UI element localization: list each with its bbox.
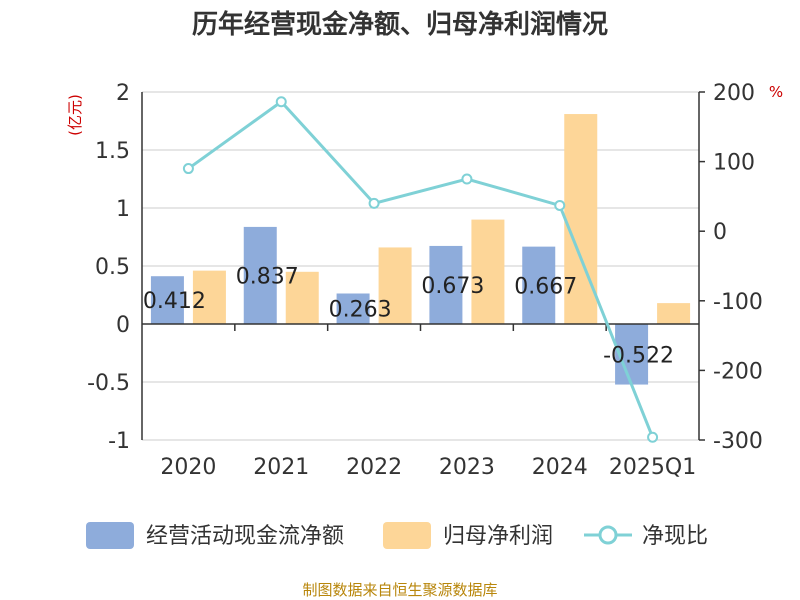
legend: 经营活动现金流净额 归母净利润 净现比 bbox=[86, 522, 708, 549]
data-source: 制图数据来自恒生聚源数据库 bbox=[302, 581, 497, 599]
category-label: 2022 bbox=[346, 455, 402, 480]
data-labels: 0.412 0.837 0.263 0.673 0.667 -0.522 bbox=[143, 264, 674, 368]
category-label: 2025Q1 bbox=[609, 455, 696, 480]
bar-profit bbox=[471, 219, 505, 324]
bar-profit bbox=[378, 247, 412, 324]
category-label: 2024 bbox=[532, 455, 588, 480]
ratio-point bbox=[647, 431, 659, 443]
right-tick-label: -100 bbox=[713, 290, 763, 315]
bar-profit bbox=[192, 270, 226, 324]
left-tick-label: 0 bbox=[116, 313, 130, 338]
right-tick-label: 200 bbox=[713, 81, 755, 106]
left-tick-label: 2 bbox=[116, 81, 130, 106]
ratio-point bbox=[461, 173, 473, 185]
bar-cashflow bbox=[522, 246, 556, 324]
legend-swatch-cashflow bbox=[86, 522, 134, 549]
gridlines bbox=[142, 91, 699, 441]
right-tick-label: -300 bbox=[713, 429, 763, 454]
category-labels: 2020 2021 2022 2023 2024 2025Q1 bbox=[160, 455, 696, 480]
ratio-point bbox=[554, 199, 566, 211]
right-axis-ticks: 200 100 0 -100 -200 -300 bbox=[699, 81, 763, 454]
left-tick-label: 1.5 bbox=[95, 139, 130, 164]
ratio-point bbox=[182, 163, 194, 175]
left-tick-label: -1 bbox=[108, 429, 130, 454]
category-label: 2020 bbox=[160, 455, 216, 480]
cashflow-value-label: 0.412 bbox=[143, 289, 206, 314]
legend-swatch-ratio-marker bbox=[598, 525, 618, 545]
bar-cashflow bbox=[336, 293, 370, 324]
right-axis-unit: % bbox=[769, 83, 783, 101]
bar-cashflow bbox=[150, 276, 184, 324]
bar-profit bbox=[657, 303, 691, 324]
ratio-line bbox=[182, 96, 659, 443]
legend-label-cashflow: 经营活动现金流净额 bbox=[146, 524, 344, 549]
left-tick-label: -0.5 bbox=[87, 371, 130, 396]
bar-cashflow bbox=[243, 226, 277, 324]
bar-profit bbox=[285, 271, 319, 324]
right-tick-label: 100 bbox=[713, 151, 755, 176]
cashflow-value-label: -0.522 bbox=[603, 343, 674, 368]
ratio-point bbox=[368, 197, 380, 209]
category-label: 2023 bbox=[439, 455, 495, 480]
cashflow-value-label: 0.667 bbox=[514, 274, 577, 299]
legend-swatch-profit bbox=[383, 522, 431, 549]
right-tick-label: 0 bbox=[713, 220, 727, 245]
left-tick-label: 1 bbox=[116, 197, 130, 222]
left-axis-unit: (亿元) bbox=[66, 94, 84, 136]
ratio-line-path bbox=[187, 99, 654, 438]
chart-title: 历年经营现金净额、归母净利润情况 bbox=[192, 9, 608, 40]
cashflow-value-label: 0.673 bbox=[421, 274, 484, 299]
category-label: 2021 bbox=[253, 455, 309, 480]
right-tick-label: -200 bbox=[713, 359, 763, 384]
bars bbox=[150, 114, 691, 385]
legend-label-profit: 归母净利润 bbox=[443, 524, 553, 549]
bar-cashflow bbox=[429, 245, 463, 324]
cashflow-value-label: 0.837 bbox=[236, 264, 299, 289]
left-tick-label: 0.5 bbox=[95, 255, 130, 280]
left-axis-ticks: 2 1.5 1 0.5 0 -0.5 -1 bbox=[87, 81, 130, 454]
legend-label-ratio: 净现比 bbox=[642, 524, 708, 549]
ratio-point bbox=[275, 96, 287, 108]
cashflow-value-label: 0.263 bbox=[329, 298, 392, 323]
